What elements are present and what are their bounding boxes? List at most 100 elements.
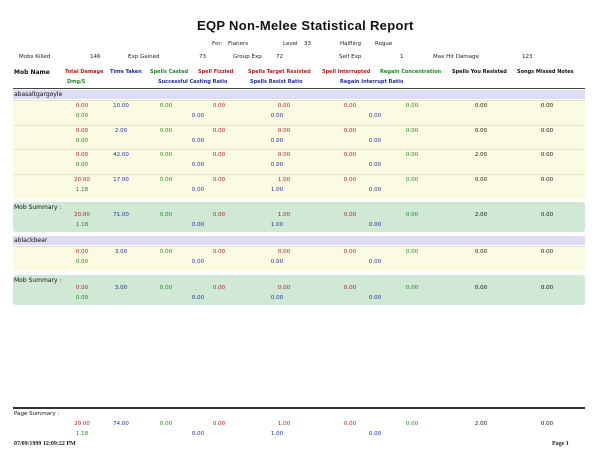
summary-regain: 0.00 <box>405 284 419 291</box>
self-exp-label: Self Exp <box>339 54 362 60</box>
mobs-killed-value: 146 <box>90 54 101 60</box>
row-songs: 0.00 <box>540 176 554 183</box>
row-rr: 0.00 <box>270 113 284 119</box>
class-value: Rogue <box>375 41 393 47</box>
col-spell-interrupted: Spell Interrupted <box>322 69 371 75</box>
summary-rir: 0.00 <box>368 222 382 228</box>
row-interrupted: 0.00 <box>343 152 357 158</box>
col-spells-resist-ratio: Spells Resist Ratio <box>250 79 303 85</box>
table-row <box>13 100 585 125</box>
summary-you-resisted: 2.00 <box>474 212 488 218</box>
self-exp-value: 1 <box>400 54 404 60</box>
group-exp-label: Group Exp <box>233 54 262 60</box>
page-summary-you-resisted: 2.00 <box>474 421 488 427</box>
row-casted: 0.00 <box>159 152 173 158</box>
row-you-resisted: 2.00 <box>474 152 488 158</box>
row-you-resisted: 0.00 <box>474 176 488 183</box>
col-regain-concentration: Regain Concentration <box>380 69 442 75</box>
mob-summary-label: Mob Summary : <box>14 276 62 284</box>
col-time-taken: Time Taken <box>110 69 142 75</box>
table-row <box>13 173 585 199</box>
summary-rir: 0.00 <box>368 294 382 301</box>
row-dmg: 0.00 <box>75 249 89 255</box>
summary-interrupted: 0.00 <box>343 284 357 291</box>
row-interrupted: 0.00 <box>343 176 357 183</box>
summary-dmg: 20.00 <box>74 212 90 218</box>
summary-rr: 0.00 <box>270 294 284 301</box>
row-time: 42.00 <box>113 152 129 158</box>
table-row <box>13 124 585 150</box>
page-summary-dps: 1.18 <box>75 431 89 437</box>
group-exp-value: 72 <box>276 54 283 60</box>
row-casted: 0.00 <box>159 176 173 183</box>
row-time: 10.00 <box>113 103 129 109</box>
row-interrupted: 0.00 <box>343 103 357 109</box>
summary-dps: 0.00 <box>75 294 89 301</box>
row-fizzled: 0.00 <box>212 127 226 134</box>
page-summary-resisted: 1.00 <box>277 421 291 427</box>
col-spells-target-resisted: Spells Target Resisted <box>248 69 311 75</box>
row-time: 2.00 <box>114 127 128 134</box>
summary-you-resisted: 0.00 <box>474 284 488 291</box>
row-casted: 0.00 <box>159 249 173 255</box>
col-spell-fizzled: Spell Fizzled <box>198 69 234 75</box>
row-dps: 0.00 <box>75 113 89 119</box>
page-summary-songs: 0.00 <box>540 421 554 427</box>
page-summary-time: 74.00 <box>113 421 129 427</box>
mob-name: ablackbear <box>14 237 48 244</box>
page-summary-fizzled: 0.00 <box>212 421 226 427</box>
row-songs: 0.00 <box>540 127 554 134</box>
row-rir: 0.00 <box>368 137 382 144</box>
row-interrupted: 0.00 <box>343 249 357 255</box>
row-rr: 0.00 <box>270 137 284 144</box>
mob-summary-row <box>13 274 585 305</box>
summary-time: 3.00 <box>114 284 128 291</box>
row-dmg: 0.00 <box>75 152 89 158</box>
summary-interrupted: 0.00 <box>343 212 357 218</box>
page-summary-interrupted: 0.00 <box>343 421 357 427</box>
row-dmg: 0.00 <box>75 103 89 109</box>
row-scr: 0.00 <box>191 137 205 144</box>
row-rr: 0.00 <box>270 162 284 168</box>
col-total-damage: Total Damage <box>65 69 104 75</box>
player-name: Flaners <box>228 41 249 47</box>
page-summary-rr: 1.00 <box>270 431 284 437</box>
exp-gained-label: Exp Gained <box>128 54 160 60</box>
row-interrupted: 0.00 <box>343 127 357 134</box>
summary-fizzled: 0.00 <box>212 284 226 291</box>
row-scr: 0.00 <box>191 113 205 119</box>
level-value: 33 <box>304 41 311 47</box>
row-resisted: 0.00 <box>277 249 291 255</box>
summary-resisted: 1.00 <box>277 212 291 218</box>
summary-time: 71.00 <box>113 212 129 218</box>
row-you-resisted: 0.00 <box>474 103 488 109</box>
level-label: Level <box>283 41 298 47</box>
mob-summary-row <box>13 202 585 232</box>
summary-regain: 0.00 <box>405 212 419 218</box>
row-scr: 0.00 <box>191 259 205 265</box>
col-dmg-per-sec: Dmg/S <box>67 79 86 85</box>
row-dps: 0.00 <box>75 259 89 265</box>
summary-casted: 0.00 <box>159 284 173 291</box>
mob-group-header <box>13 90 585 99</box>
header-rule <box>13 88 585 89</box>
summary-dmg: 0.00 <box>75 284 89 291</box>
page-summary-scr: 0.00 <box>191 431 205 437</box>
col-successful-casting-ratio: Successful Casting Ratio <box>158 79 228 85</box>
row-fizzled: 0.00 <box>212 249 226 255</box>
for-label: For: <box>212 41 223 47</box>
row-rir: 0.00 <box>368 113 382 119</box>
row-dps: 0.00 <box>75 162 89 168</box>
row-rir: 0.00 <box>368 162 382 168</box>
table-row <box>13 149 585 174</box>
row-regain: 0.00 <box>405 152 419 158</box>
summary-songs: 0.00 <box>540 212 554 218</box>
page-summary-label: Page Summary : <box>14 411 60 417</box>
row-rir: 0.00 <box>368 259 382 265</box>
row-fizzled: 0.00 <box>212 152 226 158</box>
row-fizzled: 0.00 <box>212 103 226 109</box>
col-spells-casted: Spells Casted <box>150 69 189 75</box>
row-resisted: 0.00 <box>277 127 291 134</box>
row-scr: 0.00 <box>191 186 205 193</box>
row-regain: 0.00 <box>405 127 419 134</box>
